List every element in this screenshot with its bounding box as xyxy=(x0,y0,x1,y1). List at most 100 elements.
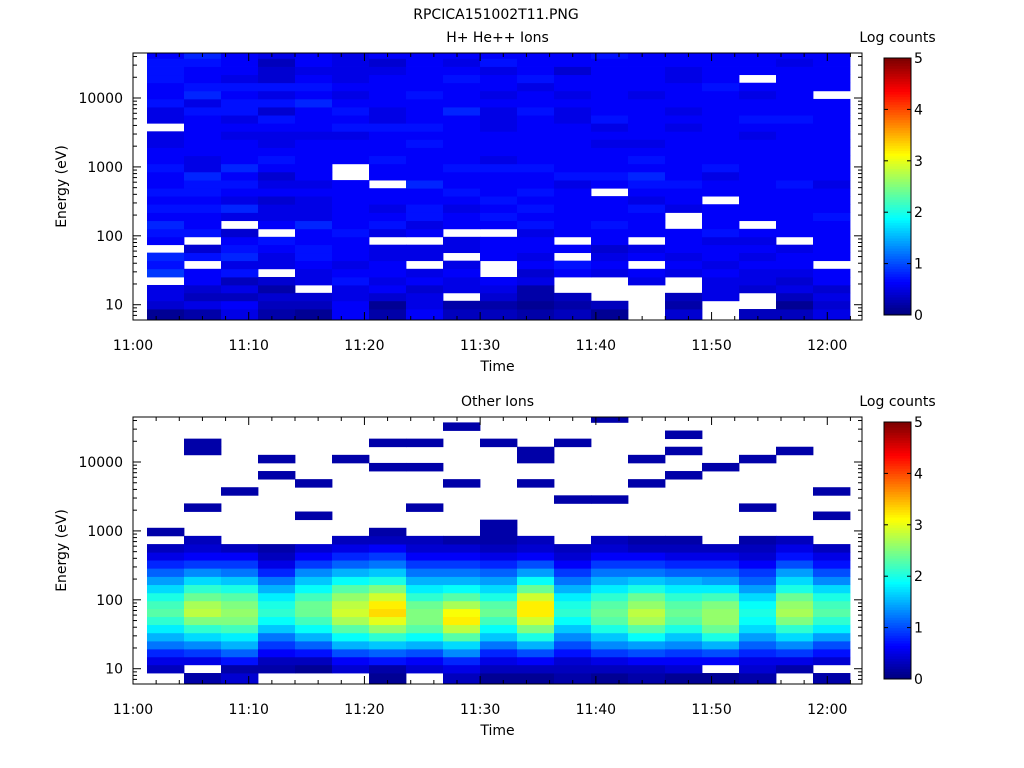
colorbar-segment xyxy=(884,555,911,559)
heatmap-cell xyxy=(628,163,666,173)
heatmap-cell xyxy=(702,252,740,262)
heatmap-cell xyxy=(184,268,222,278)
heatmap-cell xyxy=(295,268,333,278)
heatmap-cell xyxy=(184,624,222,634)
heatmap-cell xyxy=(369,98,407,108)
colorbar-segment xyxy=(884,622,911,626)
heatmap-cell xyxy=(591,236,629,246)
heatmap-cell xyxy=(406,300,444,310)
heatmap-cell xyxy=(739,115,777,124)
heatmap-cell xyxy=(665,640,703,650)
heatmap-cell xyxy=(480,438,518,448)
heatmap-cell xyxy=(591,139,629,148)
heatmap-cell xyxy=(221,673,259,685)
heatmap-cell xyxy=(776,244,814,254)
heatmap-cell xyxy=(147,640,185,650)
heatmap-cell xyxy=(406,196,444,205)
heatmap-cell xyxy=(258,632,296,642)
heatmap-cell xyxy=(295,180,333,189)
colorbar-segment xyxy=(884,668,911,672)
heatmap-cell xyxy=(591,417,629,423)
heatmap-cell xyxy=(665,584,703,594)
colorbar-segment xyxy=(884,230,911,234)
y-tick-label: 1000 xyxy=(87,524,123,540)
heatmap-cell xyxy=(591,163,629,173)
heatmap-cell xyxy=(554,58,592,67)
heatmap-cell xyxy=(665,446,703,456)
heatmap-cell xyxy=(628,648,666,658)
heatmap-cell xyxy=(517,98,555,108)
heatmap-cell xyxy=(406,462,444,472)
colorbar-segment xyxy=(884,147,911,152)
heatmap-cell xyxy=(369,139,407,148)
heatmap-cell xyxy=(443,276,481,286)
heatmap-cell xyxy=(443,115,481,124)
colorbar-segment xyxy=(884,558,911,562)
heatmap-cell xyxy=(813,98,851,108)
heatmap-cell xyxy=(332,544,370,553)
colorbar-segment xyxy=(884,165,911,170)
heatmap-cell xyxy=(776,544,814,553)
heatmap-cell xyxy=(517,204,555,213)
heatmap-cell xyxy=(369,462,407,472)
heatmap-cell xyxy=(628,616,666,626)
heatmap-cell xyxy=(776,66,814,76)
heatmap-cell xyxy=(221,268,259,278)
heatmap-cell xyxy=(295,656,333,666)
heatmap-cell xyxy=(554,220,592,230)
heatmap-cell xyxy=(406,82,444,92)
heatmap-cell xyxy=(591,204,629,213)
colorbar-segment xyxy=(884,276,911,280)
heatmap-cell xyxy=(554,600,592,610)
y-tick-label: 100 xyxy=(96,593,123,609)
heatmap-cell xyxy=(517,82,555,92)
heatmap-cell xyxy=(554,495,592,504)
heatmap-cell xyxy=(665,188,703,197)
heatmap-cell xyxy=(184,284,222,294)
heatmap-cell xyxy=(554,664,592,674)
heatmap-cell xyxy=(554,123,592,132)
heatmap-cell xyxy=(184,446,222,456)
heatmap-cell xyxy=(295,90,333,100)
heatmap-cell xyxy=(517,66,555,76)
heatmap-cell xyxy=(517,584,555,594)
heatmap-cell xyxy=(258,300,296,310)
heatmap-cell xyxy=(332,632,370,642)
heatmap-cell xyxy=(628,560,666,569)
heatmap-cell xyxy=(147,584,185,594)
colorbar-segment xyxy=(884,124,911,128)
colorbar-segment xyxy=(884,309,911,313)
heatmap-cell xyxy=(406,244,444,254)
colorbar-segment xyxy=(884,635,911,639)
heatmap-cell xyxy=(332,147,370,157)
heatmap-cell xyxy=(221,584,259,594)
heatmap-cell xyxy=(628,576,666,586)
heatmap-cell xyxy=(147,600,185,610)
heatmap-cell xyxy=(258,656,296,666)
heatmap-cell xyxy=(443,260,481,270)
heatmap-cell xyxy=(406,53,444,59)
colorbar-tick-label: 4 xyxy=(914,102,923,118)
colorbar-segment xyxy=(884,545,911,549)
heatmap-cell xyxy=(258,600,296,610)
heatmap-cell xyxy=(591,66,629,76)
heatmap-cell xyxy=(517,446,555,456)
heatmap-cell xyxy=(221,576,259,586)
y-tick-label: 1000 xyxy=(87,160,123,176)
heatmap-cell xyxy=(554,648,592,658)
heatmap-cell xyxy=(739,90,777,100)
colorbar-segment xyxy=(884,619,911,623)
colorbar-segment xyxy=(884,219,911,223)
heatmap-cell xyxy=(184,292,222,302)
heatmap-cell xyxy=(739,576,777,586)
heatmap-cell xyxy=(332,155,370,165)
colorbar-segment xyxy=(884,212,911,216)
heatmap-cell xyxy=(591,171,629,181)
colorbar-segment xyxy=(884,163,911,167)
heatmap-cell xyxy=(776,640,814,650)
heatmap-cell xyxy=(665,592,703,602)
heatmap-cell xyxy=(554,292,592,302)
x-tick-label: 11:00 xyxy=(113,338,153,354)
heatmap-cell xyxy=(776,204,814,213)
